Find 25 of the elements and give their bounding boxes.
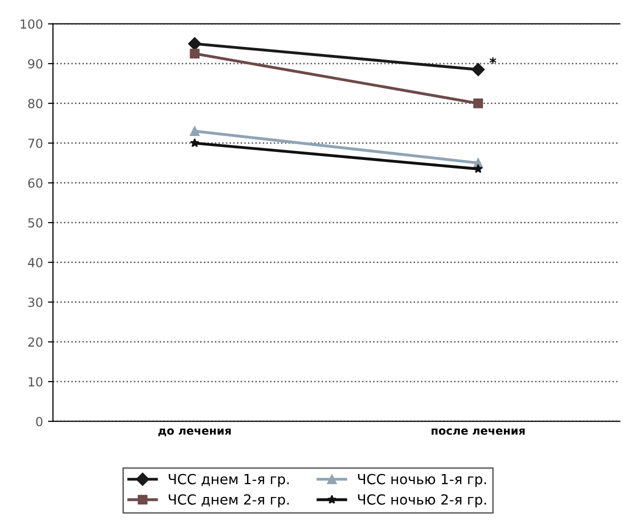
y-tick-label: 70 bbox=[28, 138, 42, 148]
point bbox=[188, 37, 202, 50]
y-tick-label: 60 bbox=[28, 178, 42, 188]
point bbox=[472, 62, 485, 76]
x-tick-label: до лечения bbox=[158, 428, 231, 436]
legend-label: ЧСС днем 1-я гр. bbox=[168, 474, 289, 488]
legend-label: ЧСС ночью 1-я гр. bbox=[358, 474, 486, 488]
legend-label: ЧСС днем 2-я гр. bbox=[168, 494, 289, 508]
point bbox=[190, 138, 200, 148]
y-tick-label: 30 bbox=[28, 298, 42, 308]
point bbox=[190, 48, 200, 59]
point bbox=[473, 98, 484, 108]
y-tick-label: 0 bbox=[36, 416, 42, 426]
y-tick-label: 40 bbox=[28, 258, 42, 268]
y-tick-label: 100 bbox=[20, 19, 42, 29]
y-tick-label: 80 bbox=[28, 98, 42, 108]
y-tick-label: 50 bbox=[28, 218, 42, 228]
x-tick-label: после лечения bbox=[432, 428, 525, 435]
y-tick-label: 10 bbox=[28, 377, 42, 387]
legend-label: ЧСС ночью 2-я гр. bbox=[358, 494, 486, 508]
annotation: * bbox=[490, 57, 496, 64]
point bbox=[473, 164, 483, 174]
point bbox=[190, 126, 200, 136]
y-tick-label: 20 bbox=[28, 337, 42, 347]
y-tick-label: 90 bbox=[28, 59, 42, 69]
